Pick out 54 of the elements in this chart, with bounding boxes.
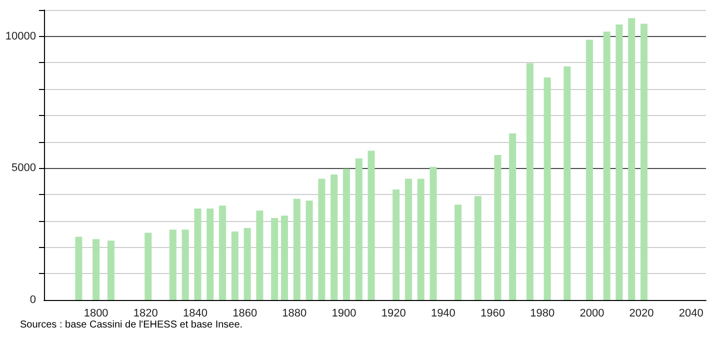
- bar: [368, 150, 375, 300]
- bar: [330, 174, 338, 300]
- x-tick-label: 1940: [430, 308, 456, 320]
- bar: [392, 190, 400, 300]
- bar: [430, 166, 437, 300]
- bar: [256, 210, 264, 300]
- bar: [509, 133, 516, 300]
- bar: [544, 77, 551, 300]
- bar: [231, 231, 238, 300]
- y-tick-label: 5000: [12, 162, 36, 174]
- bar: [417, 178, 424, 300]
- source-note: Sources : base Cassini de l'EHESS et base Insee.: [20, 320, 243, 330]
- bar: [92, 239, 100, 300]
- x-tick-label: 1960: [480, 308, 506, 320]
- x-tick-label: 1980: [530, 308, 555, 320]
- x-tick-label: 1860: [232, 308, 258, 320]
- bar: [244, 228, 251, 300]
- bar: [474, 196, 482, 300]
- bar: [616, 24, 623, 300]
- x-tick-label: 1840: [183, 308, 208, 320]
- bar: [271, 218, 278, 300]
- x-tick-label: 2040: [678, 308, 704, 320]
- bar: [194, 208, 202, 300]
- y-tick-label: 10000: [5, 30, 36, 42]
- x-tick-label: 1800: [84, 308, 108, 320]
- bar: [454, 204, 462, 300]
- bar: [293, 198, 300, 300]
- x-tick-label: 1820: [133, 308, 158, 320]
- bar: [404, 178, 412, 300]
- x-tick-label: 1920: [381, 308, 406, 320]
- bar: [355, 158, 362, 300]
- bar: [526, 63, 534, 300]
- x-tick-label: 2020: [629, 308, 654, 320]
- bar: [342, 168, 350, 300]
- bar: [306, 200, 313, 300]
- x-tick-label: 2000: [580, 308, 604, 320]
- bar: [219, 206, 226, 300]
- bar: [144, 232, 152, 300]
- bar: [318, 178, 326, 300]
- x-tick-label: 1900: [332, 308, 356, 320]
- bar: [107, 240, 114, 300]
- bar: [628, 18, 636, 300]
- bar: [586, 40, 593, 300]
- x-tick-label: 1880: [282, 308, 307, 320]
- bar: [281, 216, 288, 300]
- bar: [169, 230, 176, 300]
- bar: [75, 236, 82, 300]
- bar: [182, 230, 189, 300]
- bar: [603, 32, 610, 300]
- bar: [206, 208, 214, 300]
- bar: [564, 66, 571, 300]
- y-tick-label: 0: [30, 294, 36, 306]
- bar: [494, 155, 502, 300]
- bar: [640, 24, 648, 300]
